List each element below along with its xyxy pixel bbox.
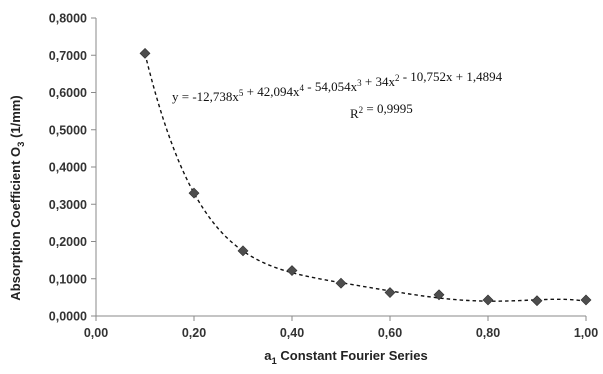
y-tick-label: 0,6000 — [49, 86, 87, 100]
y-tick-labels: 0,0000 0,1000 0,2000 0,3000 0,4000 0,5000 0,60… — [49, 12, 87, 324]
data-point — [139, 47, 151, 59]
x-tick-label: 1,00 — [574, 326, 598, 340]
y-tick-label: 0,1000 — [49, 272, 87, 286]
x-axis-title: a1 Constant Fourier Series — [264, 348, 428, 367]
x-tick-labels: 0,00 0,20 0,40 0,60 0,80 1,00 — [84, 326, 598, 340]
y-tick-label: 0,2000 — [49, 235, 87, 249]
y-tick-label: 0,8000 — [49, 12, 87, 26]
data-point — [384, 287, 396, 298]
y-axis-title: Absorption Coefficient O3 (1/mm) — [8, 95, 27, 300]
y-tick-label: 0,0000 — [49, 310, 87, 324]
x-tick-label: 0,40 — [280, 326, 304, 340]
data-point — [531, 295, 543, 307]
data-point — [433, 289, 445, 301]
x-tick-label: 0,80 — [476, 326, 500, 340]
r-squared-label: R2 = 0,9995 — [350, 101, 413, 121]
data-point — [482, 294, 494, 306]
trendline — [144, 53, 587, 303]
x-tick-label: 0,20 — [182, 326, 206, 340]
y-tick-label: 0,7000 — [49, 49, 87, 63]
y-tick-label: 0,3000 — [49, 198, 87, 212]
y-tick-label: 0,4000 — [49, 161, 87, 175]
data-point — [335, 277, 347, 289]
data-points — [139, 47, 592, 307]
trendline-equation: y = -12,738x5 + 42,094x4 - 54,054x3 + 34… — [172, 69, 503, 104]
data-point — [580, 294, 592, 306]
trendline-group — [144, 53, 587, 303]
axes — [91, 17, 587, 321]
data-point — [188, 187, 200, 199]
x-tick-label: 0,00 — [84, 326, 108, 340]
y-tick-label: 0,5000 — [49, 123, 87, 137]
trendline-equation-group: y = -12,738x5 + 42,094x4 - 54,054x3 + 34… — [172, 69, 503, 121]
data-point — [237, 245, 249, 257]
data-point — [286, 265, 298, 276]
x-tick-label: 0,60 — [378, 326, 402, 340]
